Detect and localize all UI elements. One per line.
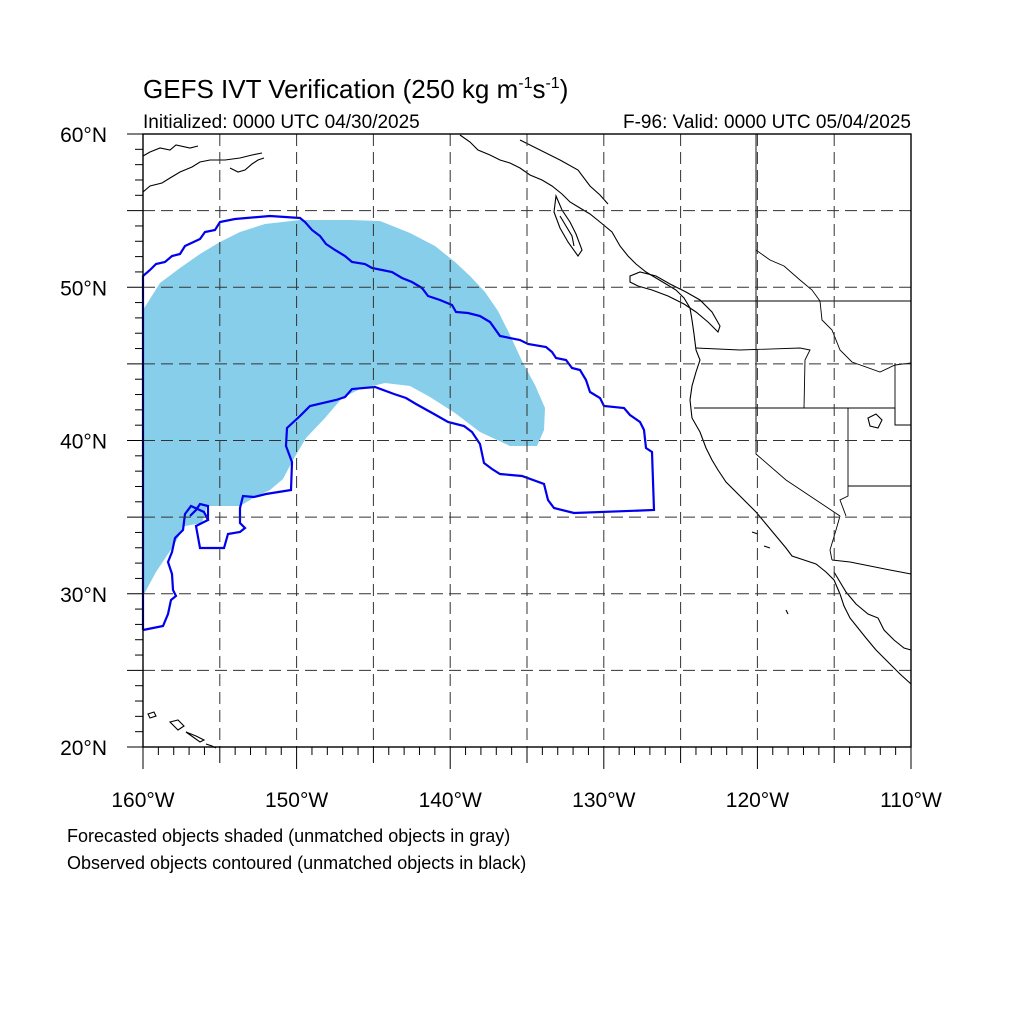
lon-tick-label: 140°W <box>419 789 482 812</box>
observed-ivt-contour-north <box>141 214 656 632</box>
lon-tick-label: 130°W <box>572 789 635 812</box>
initialized-time: Initialized: 0000 UTC 04/30/2025 <box>143 112 420 133</box>
lat-tick-label: 50°N <box>60 277 107 300</box>
map-title: GEFS IVT Verification (250 kg m-1s-1) <box>143 74 568 104</box>
axis-labels: 160°W 150°W 140°W 130°W 120°W 110°W 60°N 50°N 40… <box>60 124 942 812</box>
lon-tick-label: 150°W <box>265 789 328 812</box>
lat-tick-label: 40°N <box>60 431 107 454</box>
coastlines <box>142 134 912 749</box>
observed-ivt-contour-inner <box>189 502 210 520</box>
lon-tick-label: 110°W <box>880 789 942 812</box>
lat-tick-label: 30°N <box>60 584 107 607</box>
observed-legend-line: Observed objects contoured (unmatched ob… <box>67 853 526 873</box>
lon-tick-label: 120°W <box>726 789 789 812</box>
lat-tick-label: 60°N <box>60 124 107 147</box>
forecast-ivt-object <box>143 220 545 596</box>
forecast-legend-line: Forecasted objects shaded (unmatched obj… <box>67 826 510 846</box>
lat-lon-grid <box>143 134 911 747</box>
political-boundaries <box>694 134 912 561</box>
lon-tick-label: 160°W <box>111 789 174 812</box>
lat-tick-label: 20°N <box>60 737 107 760</box>
valid-time: F-96: Valid: 0000 UTC 05/04/2025 <box>623 112 911 133</box>
axis-ticks <box>127 133 912 769</box>
map-frame <box>142 133 912 748</box>
